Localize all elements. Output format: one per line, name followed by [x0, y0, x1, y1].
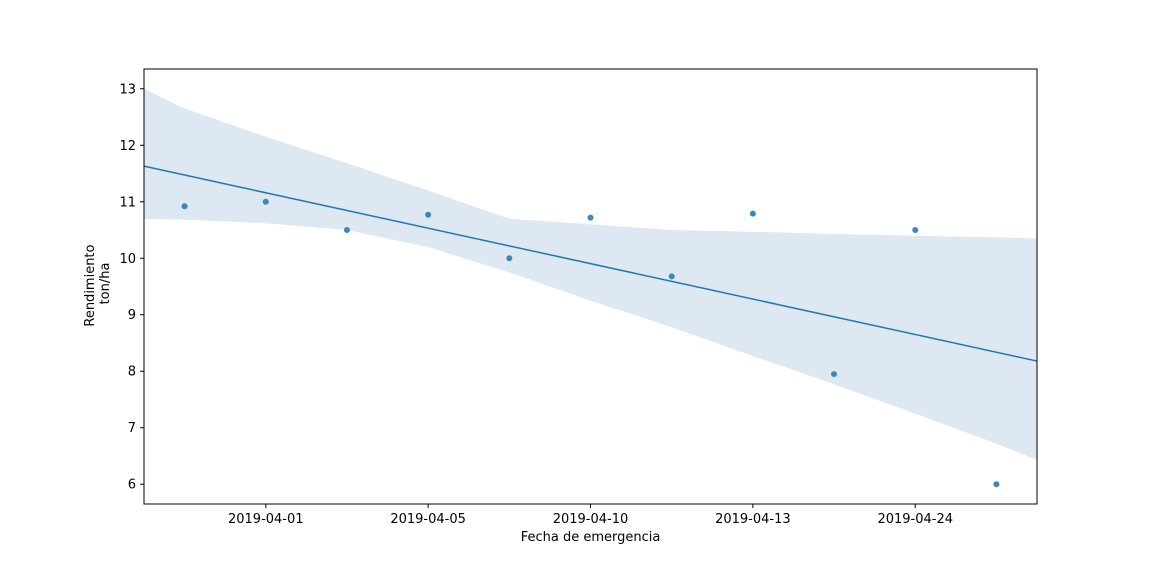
y-tick-label-6: 6: [128, 478, 136, 493]
data-point-3: [425, 211, 432, 218]
y-axis-label-line-1: Rendimiento: [83, 244, 98, 326]
data-points: [181, 198, 1000, 488]
data-point-4: [506, 255, 513, 262]
x-axis-label: Fecha de emergencia: [521, 530, 661, 545]
x-tick-label-4: 2019-04-24: [877, 512, 953, 527]
data-point-10: [993, 481, 1000, 488]
y-axis: 6 7 8 9 10 11 12 13: [119, 82, 144, 493]
x-tick-label-3: 2019-04-13: [715, 512, 791, 527]
data-point-8: [831, 371, 838, 378]
y-axis-label-line-2: ton/ha: [98, 263, 113, 305]
y-tick-label-11: 11: [119, 195, 136, 210]
x-axis: 2019-04-01 2019-04-05 2019-04-10 2019-04-13…: [228, 504, 953, 527]
y-tick-label-9: 9: [128, 308, 136, 323]
x-tick-label-0: 2019-04-01: [228, 512, 304, 527]
y-tick-label-8: 8: [128, 365, 136, 380]
x-tick-label-1: 2019-04-05: [390, 512, 466, 527]
data-point-9: [912, 227, 919, 234]
y-tick-label-12: 12: [119, 139, 136, 154]
x-tick-label-2: 2019-04-10: [553, 512, 629, 527]
y-tick-label-7: 7: [128, 421, 136, 436]
y-tick-label-10: 10: [119, 252, 136, 267]
data-point-2: [343, 227, 350, 234]
data-point-6: [668, 273, 675, 280]
y-tick-label-13: 13: [119, 82, 136, 97]
y-axis-label: Rendimiento ton/ha: [83, 240, 113, 326]
data-point-1: [262, 198, 269, 205]
data-point-7: [749, 210, 756, 217]
confidence-band: [144, 88, 1037, 460]
data-point-0: [181, 203, 188, 210]
regression-line: [143, 165, 1038, 362]
data-point-5: [587, 214, 594, 221]
